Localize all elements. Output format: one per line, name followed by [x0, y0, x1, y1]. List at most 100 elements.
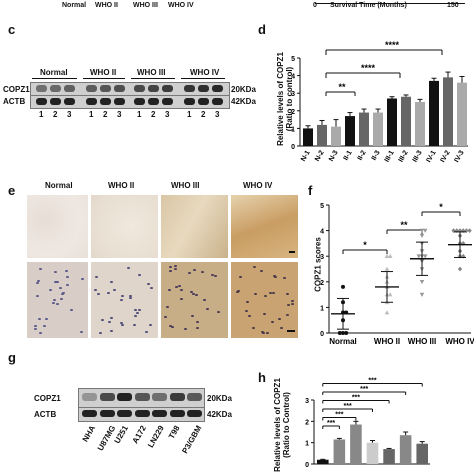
panel-e-letter: e — [8, 183, 16, 198]
ihc-nucleus — [109, 317, 113, 320]
ihc-nucleus — [106, 291, 110, 294]
ihc-nucleus — [263, 312, 267, 315]
d-ytick-label: 1 — [291, 126, 295, 133]
chart-f: * ** * 0 1 2 3 4 5 Normal WHO II WHO III WHO IV — [320, 202, 474, 346]
d-ytick-label: 3 — [291, 91, 295, 98]
chart-d: ** **** **** 0 1 2 3 4 5 N-1 N-2 N-3 II-1 II-2 II-3… — [291, 40, 468, 163]
f-point — [419, 280, 425, 285]
f-point — [457, 266, 463, 272]
ihc-nucleus — [36, 281, 40, 284]
e-group-who3: WHO III — [171, 181, 200, 190]
g-band-copz1 — [187, 393, 202, 401]
ihc-nucleus — [286, 314, 290, 317]
c-lane-number: 2 — [151, 110, 156, 119]
ihc-nucleus — [254, 293, 258, 296]
ihc-nucleus — [95, 275, 99, 278]
f-ylabel: COPZ1 scores — [313, 237, 323, 292]
ihc-nucleus — [190, 315, 194, 318]
f-category-label: WHO III — [408, 337, 436, 346]
ihc-nucleus — [101, 318, 105, 321]
f-point — [337, 331, 342, 335]
f-point — [422, 254, 428, 259]
d-ylabel: Relative levels of COPZ1 — [276, 52, 285, 146]
ihc-nucleus — [53, 271, 57, 274]
c-band-actb — [36, 98, 47, 105]
c-band-actb — [184, 98, 195, 105]
c-group-line-2 — [83, 78, 125, 79]
g-band-actb — [169, 410, 185, 417]
c-lane-number: 2 — [53, 110, 58, 119]
ihc-nucleus — [245, 300, 249, 303]
c-size-20: 20KDa — [231, 85, 256, 94]
g-lane-label: T98 — [166, 424, 182, 441]
ihc-nucleus — [278, 318, 282, 321]
g-band-actb — [134, 410, 150, 417]
ihc-nucleus — [168, 269, 172, 272]
g-band-copz1 — [82, 393, 97, 401]
ihc-nucleus — [65, 275, 69, 278]
g-band-actb — [152, 410, 167, 417]
top-right-tick-150: 150 — [447, 2, 459, 9]
f-point — [344, 331, 349, 335]
ihc-nucleus — [210, 274, 214, 277]
c-group-who3: WHO III — [137, 68, 166, 77]
ihc-nucleus — [34, 324, 38, 327]
f-point — [341, 331, 345, 335]
d-sig-3: **** — [385, 40, 400, 50]
ihc-nucleus — [165, 305, 169, 308]
d-ytick-label: 0 — [291, 144, 295, 151]
h-sig-label: *** — [368, 378, 376, 385]
h-ytick-label: 3 — [305, 398, 309, 405]
d-bar — [443, 77, 453, 146]
ihc-nucleus — [239, 276, 243, 279]
ihc-nucleus — [119, 322, 123, 324]
ihc-nucleus — [64, 270, 68, 273]
d-category-label: IV-3 — [453, 149, 465, 163]
c-lane-number: 2 — [103, 110, 108, 119]
g-band-actb — [82, 410, 97, 417]
d-ylabel-2: (Ratio to control) — [285, 66, 294, 132]
h-ytick-label: 2 — [305, 419, 309, 426]
c-band-copz1 — [50, 85, 61, 92]
c-band-actb — [134, 98, 145, 105]
ihc-nucleus — [54, 281, 58, 284]
ihc-nucleus — [206, 308, 210, 311]
h-sig-label: *** — [360, 386, 368, 393]
h-bar — [399, 435, 412, 464]
ihc-nucleus — [126, 266, 130, 269]
ihc-nucleus — [58, 287, 62, 290]
c-group-line-4 — [181, 78, 225, 79]
ihc-nucleus — [128, 296, 132, 299]
ihc-nucleus — [217, 311, 221, 314]
top-normal-label: Normal — [62, 2, 87, 9]
c-band-copz1 — [148, 85, 159, 92]
ihc-normal-low — [27, 195, 88, 258]
d-bar — [415, 102, 425, 146]
d-bar — [387, 98, 397, 146]
f-point — [419, 233, 425, 239]
ihc-nucleus — [119, 298, 123, 301]
ihc-nucleus — [192, 293, 196, 296]
c-lane-number: 3 — [215, 110, 220, 119]
h-bar — [366, 442, 379, 464]
ihc-nucleus — [237, 290, 241, 293]
d-sig-bracket-2 — [325, 72, 401, 78]
ihc-who4-high — [231, 262, 298, 338]
ihc-nucleus — [263, 295, 267, 298]
c-group-who4: WHO IV — [190, 68, 220, 77]
f-sig-bracket-3 — [421, 211, 461, 216]
ihc-nucleus — [280, 327, 284, 330]
ihc-nucleus — [150, 287, 154, 290]
ihc-nucleus — [99, 332, 103, 335]
h-ylabel: Relative levels of COPZ1 — [273, 378, 282, 472]
f-ytick-label: 0 — [320, 331, 324, 338]
f-point — [461, 253, 466, 259]
ihc-nucleus — [132, 324, 136, 327]
ihc-nucleus — [79, 330, 83, 333]
ihc-nucleus — [34, 327, 38, 330]
ihc-scale-bar-top — [289, 251, 295, 253]
ihc-nucleus — [55, 303, 59, 306]
g-size-20: 20KDa — [207, 394, 232, 403]
ihc-nucleus — [113, 289, 117, 292]
c-band-copz1 — [100, 85, 111, 92]
